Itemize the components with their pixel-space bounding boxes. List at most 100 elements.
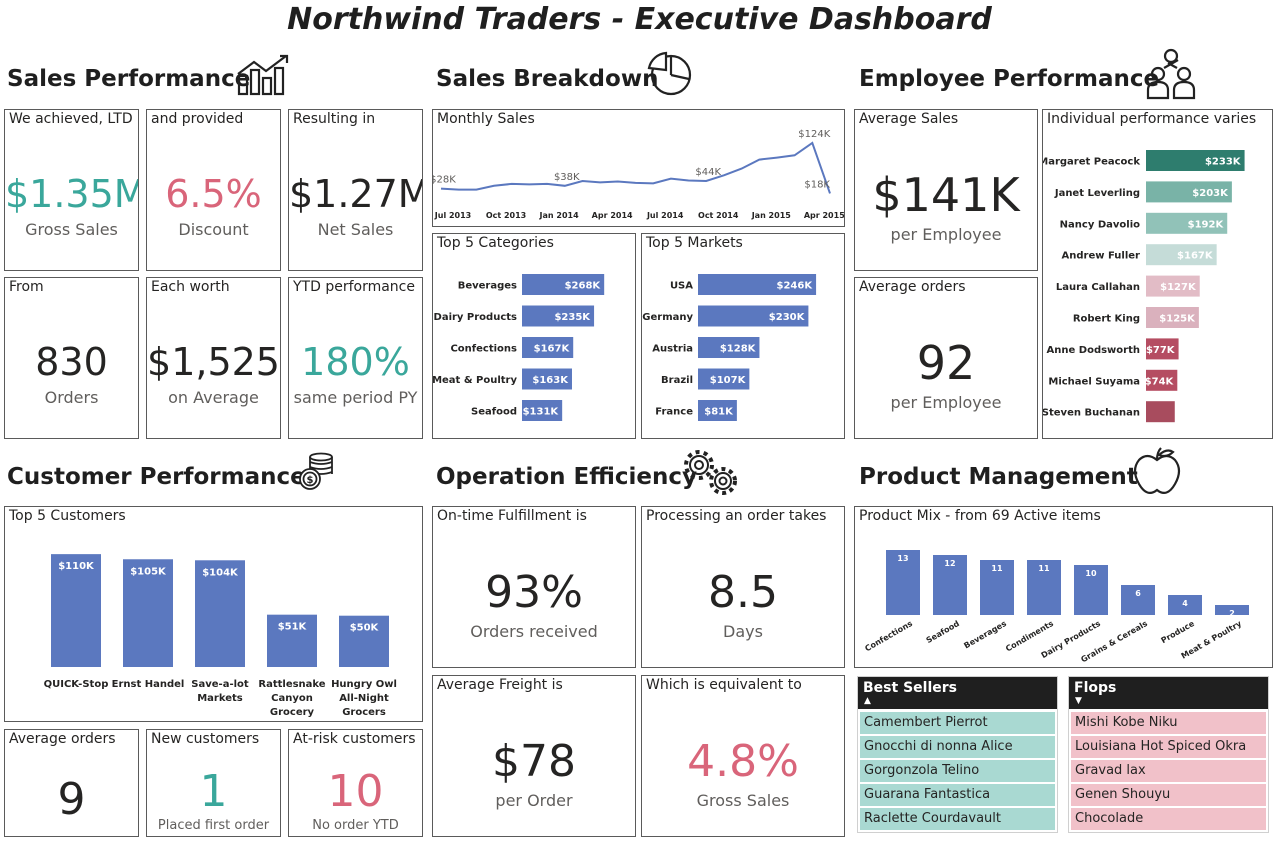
data-label: $268K — [565, 281, 602, 292]
bar — [1146, 338, 1179, 360]
data-label: $230K — [769, 312, 806, 323]
best-sellers-header[interactable]: Best Sellers ▲ — [858, 677, 1057, 709]
bar — [698, 368, 750, 390]
avg-orders-employee-value: 92 — [916, 336, 976, 390]
list-item: Chocolade — [1071, 808, 1266, 830]
svg-text:$: $ — [307, 475, 314, 486]
sort-descending-icon[interactable]: ▼ — [1075, 696, 1082, 706]
category-label: Steven Buchanan — [1043, 408, 1140, 419]
top-customers-card: Top 5 Customers $110K QUICK-Stop $105K Erns… — [4, 506, 423, 722]
card-label: On-time Fulfillment is — [437, 508, 587, 524]
category-label: Nancy Davolio — [1060, 219, 1140, 230]
bar — [1146, 275, 1200, 297]
card-label: YTD performance — [293, 279, 415, 295]
card-label: Average orders — [859, 279, 966, 295]
orders-caption: Orders — [44, 388, 99, 407]
card-label: Each worth — [151, 279, 230, 295]
data-label: $192K — [1188, 219, 1225, 230]
bar — [51, 554, 101, 667]
avg-sales-employee-caption: per Employee — [890, 225, 1002, 244]
category-label: Robert King — [1073, 314, 1140, 325]
discount-value: 6.5% — [165, 172, 262, 216]
data-label: $51K — [278, 622, 308, 633]
avg-orders-customer-card: Average orders 9 — [4, 729, 139, 837]
bar — [698, 337, 760, 358]
data-label: $105K — [130, 566, 167, 577]
data-label: $44K — [695, 167, 721, 178]
data-label: $127K — [1160, 282, 1197, 293]
data-label: $81K — [704, 407, 734, 418]
freight-caption: per Order — [495, 791, 573, 810]
net-sales-caption: Net Sales — [317, 220, 394, 239]
card-label: and provided — [151, 111, 244, 127]
bar — [522, 274, 605, 295]
chart-growth-icon — [237, 54, 289, 96]
data-label: $203K — [1192, 188, 1229, 199]
data-label: $28K — [433, 175, 456, 186]
data-label: $131K — [523, 407, 560, 418]
individual-performance-card: Individual performance varies Margaret P… — [1042, 109, 1273, 439]
freight-equivalent-value: 4.8% — [687, 736, 799, 787]
pie-chart-icon — [647, 51, 692, 96]
section-title-product-management: Product Management — [859, 464, 1138, 490]
bar — [1146, 307, 1199, 328]
list-item: Gorgonzola Telino — [860, 760, 1055, 782]
discount-caption: Discount — [178, 220, 249, 239]
bar — [933, 555, 967, 615]
sort-ascending-icon[interactable]: ▲ — [864, 696, 871, 706]
bar — [698, 400, 737, 421]
top-markets-chart: USA $246K Germany $230K Austria $128K Brazil $1… — [642, 274, 817, 421]
chart-title: Monthly Sales — [437, 111, 535, 127]
top-customers-chart: $110K QUICK-Stop $105K Ernst Handel $104K Sav… — [44, 554, 397, 718]
flops-header[interactable]: Flops ▼ — [1069, 677, 1268, 709]
product-mix-chart: 13Confections12Seafood11Beverages11Condi… — [863, 550, 1249, 664]
list-item: Raclette Courdavault — [860, 808, 1055, 830]
data-label: $124K — [798, 129, 830, 140]
category-label: Canyon — [271, 693, 313, 704]
x-tick-label: Jan 2015 — [751, 211, 792, 220]
category-label: USA — [670, 281, 693, 292]
category-label: Grocers — [342, 707, 386, 718]
list-item: Guarana Fantastica — [860, 784, 1055, 806]
card-label: Which is equivalent to — [646, 677, 802, 693]
card-label: Resulting in — [293, 111, 376, 127]
bar — [1146, 181, 1232, 203]
processing-value: 8.5 — [708, 567, 778, 618]
category-label: Laura Callahan — [1056, 282, 1140, 293]
bar — [339, 615, 389, 667]
card-label: Average Sales — [859, 111, 959, 127]
net-sales-value: $1.27M — [289, 172, 423, 216]
category-label: Beverages — [962, 619, 1008, 651]
category-label: Seafood — [471, 407, 517, 418]
top-markets-card: Top 5 Markets USA $246K Germany $230K Austri… — [641, 233, 845, 439]
gears-icon — [684, 450, 737, 495]
category-label: Meat & Poultry — [433, 375, 517, 386]
fulfillment-value: 93% — [485, 567, 583, 618]
data-label: $77K — [1146, 345, 1176, 356]
at-risk-customers-caption: No order YTD — [312, 818, 399, 833]
category-label: Dairy Products — [434, 312, 518, 323]
category-label: Beverages — [458, 281, 517, 292]
data-label: $18K — [804, 179, 830, 190]
x-tick-label: Apr 2014 — [592, 211, 633, 220]
fulfillment-caption: Orders received — [470, 622, 598, 641]
list-item: Mishi Kobe Niku — [1071, 712, 1266, 734]
bar — [980, 560, 1014, 615]
category-label: Seafood — [925, 619, 962, 645]
x-tick-label: Oct 2013 — [486, 211, 526, 220]
category-label: Janet Leverling — [1054, 188, 1140, 199]
monthly-sales-chart: $28K $38K $44K $124K $18K Jul 2013 Oct 2013 Jan… — [433, 129, 844, 220]
chart-title: Product Mix - from 69 Active items — [859, 508, 1101, 524]
section-title-operation-efficiency: Operation Efficiency — [436, 464, 698, 490]
data-label: $233K — [1205, 157, 1242, 168]
at-risk-customers-card: At-risk customers 10 No order YTD — [288, 729, 423, 837]
category-label: All-Night — [339, 693, 389, 704]
category-label: Rattlesnake — [258, 679, 325, 690]
new-customers-card: New customers 1 Placed first order — [146, 729, 281, 837]
avg-orders-employee-card: Average orders 92 per Employee — [854, 277, 1038, 439]
section-title-sales-performance: Sales Performance — [7, 66, 251, 92]
chart-title: Individual performance varies — [1047, 111, 1257, 127]
gross-sales-value: $1.35M — [5, 172, 139, 216]
category-label: Andrew Fuller — [1062, 251, 1141, 262]
data-label: $167K — [1177, 251, 1214, 262]
